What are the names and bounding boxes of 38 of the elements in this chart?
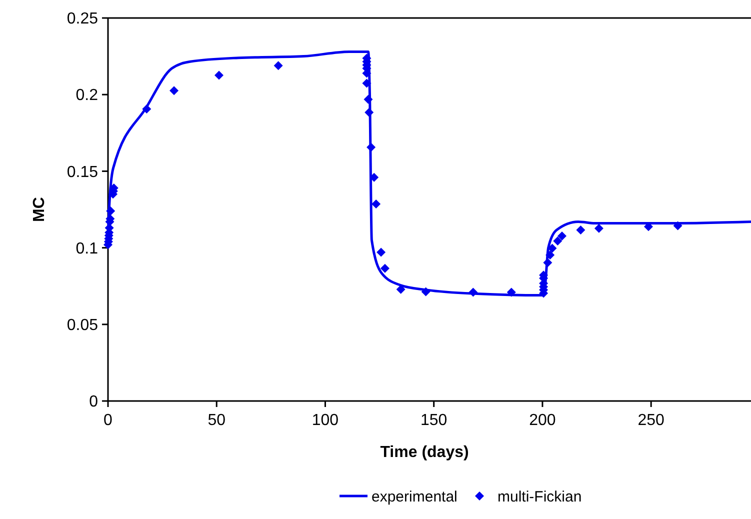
point (142, 104, 152, 114)
point (421, 287, 430, 296)
point (553, 236, 562, 246)
point (543, 258, 552, 268)
point (170, 86, 179, 96)
x-tick-label: 100 (312, 412, 339, 429)
x-tick-label: 150 (420, 412, 448, 429)
point (546, 250, 555, 260)
y-tick-label: 0.25 (66, 10, 98, 28)
point (558, 232, 567, 241)
point (362, 78, 372, 88)
y-axis-title: MC (31, 196, 48, 222)
point (576, 226, 586, 235)
legend-label: experimental (372, 488, 458, 506)
x-tick-label: 250 (638, 412, 665, 429)
point (106, 206, 116, 216)
point (376, 248, 386, 257)
x-tick-label: 200 (529, 412, 556, 429)
point (366, 142, 376, 152)
y-tick-label: 0.1 (76, 240, 98, 258)
point (506, 288, 516, 297)
point (214, 70, 224, 80)
y-tick-label: 0 (89, 394, 98, 411)
legend-label: multi-Fickian (498, 488, 582, 506)
point (594, 224, 604, 233)
x-tick-label: 50 (208, 412, 226, 429)
point (274, 61, 283, 70)
point (468, 288, 478, 297)
y-tick-label: 0.05 (66, 317, 98, 334)
point (380, 264, 390, 273)
point (364, 108, 374, 117)
y-tick-label: 0.15 (66, 164, 98, 181)
point (364, 94, 373, 104)
point (372, 199, 381, 208)
y-tick-label: 0.2 (76, 87, 98, 104)
x-axis-title: Time (days) (380, 444, 469, 461)
point (673, 221, 682, 230)
x-tick-label: 0 (104, 412, 113, 429)
